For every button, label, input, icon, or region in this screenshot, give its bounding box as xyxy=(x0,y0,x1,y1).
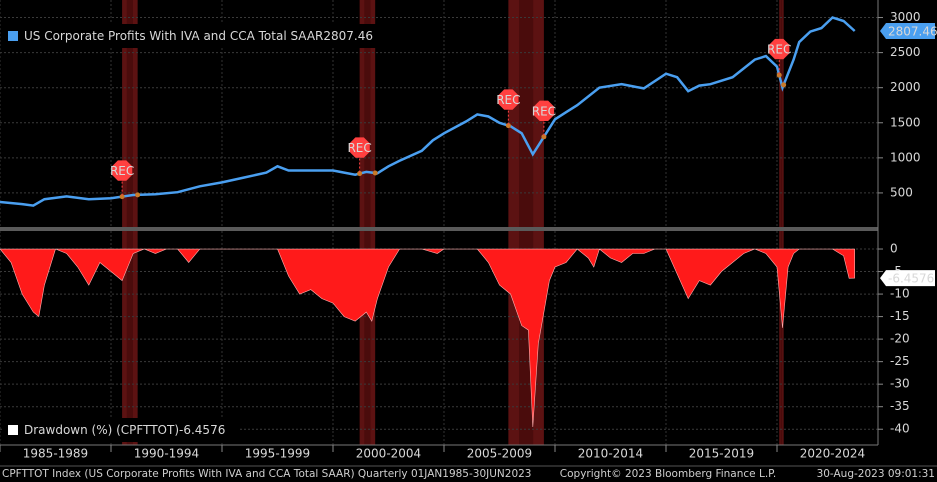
recession-label: REC xyxy=(767,43,791,57)
x-tick-label: 1985-1989 xyxy=(23,447,88,461)
recession-dot xyxy=(372,170,378,176)
footer-timestamp: 30-Aug-2023 09:01:31 xyxy=(817,468,935,480)
y-tick-label: -30 xyxy=(890,377,910,391)
recession-label: REC xyxy=(347,141,371,155)
legend-name: US Corporate Profits With IVA and CCA To… xyxy=(24,29,323,43)
last-value-flag xyxy=(880,23,935,40)
recession-dot xyxy=(776,72,782,78)
legend-text: US Corporate Profits With IVA and CCA To… xyxy=(24,29,373,43)
recession-core xyxy=(780,0,783,445)
legend-box xyxy=(2,24,388,48)
recession-dot xyxy=(135,192,141,198)
last-value-label: -6.4576 xyxy=(888,272,934,286)
recession-label: REC xyxy=(532,104,556,118)
x-tick-label: 1990-1994 xyxy=(134,447,199,461)
legend-box xyxy=(2,418,240,442)
y-tick-label: -35 xyxy=(890,399,910,413)
panel-separator xyxy=(0,227,878,231)
recession-dot xyxy=(119,194,125,200)
grid-layer xyxy=(0,0,878,445)
legend-swatch xyxy=(8,425,18,435)
recession-icon xyxy=(769,38,790,60)
y-tick-label: 1000 xyxy=(890,150,921,164)
y-tick-label: -15 xyxy=(890,309,910,323)
footer-copyright: Copyright© 2023 Bloomberg Finance L.P. xyxy=(560,468,776,480)
y-tick-label: 2500 xyxy=(890,45,921,59)
recession-label: REC xyxy=(110,164,134,178)
x-tick-label: 2005-2009 xyxy=(467,447,532,461)
legend: US Corporate Profits With IVA and CCA To… xyxy=(2,24,388,48)
recession-dot xyxy=(505,123,511,129)
profit-line xyxy=(0,16,856,207)
recession-dot xyxy=(357,171,363,177)
mark-layer xyxy=(0,16,856,428)
x-tick-label: 2000-2004 xyxy=(356,447,421,461)
y-tick-label: 2000 xyxy=(890,80,921,94)
drawdown-area xyxy=(0,248,856,428)
last-value-label: 2807.46 xyxy=(888,25,937,39)
legend-value: -6.4576 xyxy=(179,423,225,437)
legend: Drawdown (%) (CPFTTOT)-6.4576 xyxy=(2,418,240,442)
legend-name: Drawdown (%) (CPFTTOT) xyxy=(24,423,179,437)
recession-icon xyxy=(349,137,370,158)
y-tick-label: 3000 xyxy=(890,10,921,24)
legend-swatch xyxy=(8,31,18,41)
y-tick-label: -25 xyxy=(890,354,910,368)
legend-value: 2807.46 xyxy=(323,29,373,43)
recession-icon xyxy=(111,160,133,181)
x-tick-label: 2010-2014 xyxy=(578,447,643,461)
y-tick-label: -10 xyxy=(890,287,910,301)
recession-core xyxy=(364,0,371,445)
recession-core xyxy=(126,0,133,445)
footer-source: CPFTTOT Index (US Corporate Profits With… xyxy=(2,468,532,480)
y-tick-label: -40 xyxy=(890,422,910,436)
x-tick-label: 2015-2019 xyxy=(689,447,754,461)
x-tick-label: 1995-1999 xyxy=(245,447,310,461)
y-tick-label: 500 xyxy=(890,185,913,199)
recession-dot xyxy=(541,134,547,140)
y-tick-label: 1500 xyxy=(890,115,921,129)
last-value-flag xyxy=(880,270,935,287)
recession-icon xyxy=(533,100,555,121)
recession-icon xyxy=(498,89,519,110)
x-tick-label: 2020-2024 xyxy=(800,447,865,461)
y-tick-label: 0 xyxy=(890,242,898,256)
recession-label: REC xyxy=(496,93,520,107)
y-tick-label: -20 xyxy=(890,332,910,346)
recession-dot xyxy=(781,82,787,88)
legend-text: Drawdown (%) (CPFTTOT)-6.4576 xyxy=(24,423,225,437)
